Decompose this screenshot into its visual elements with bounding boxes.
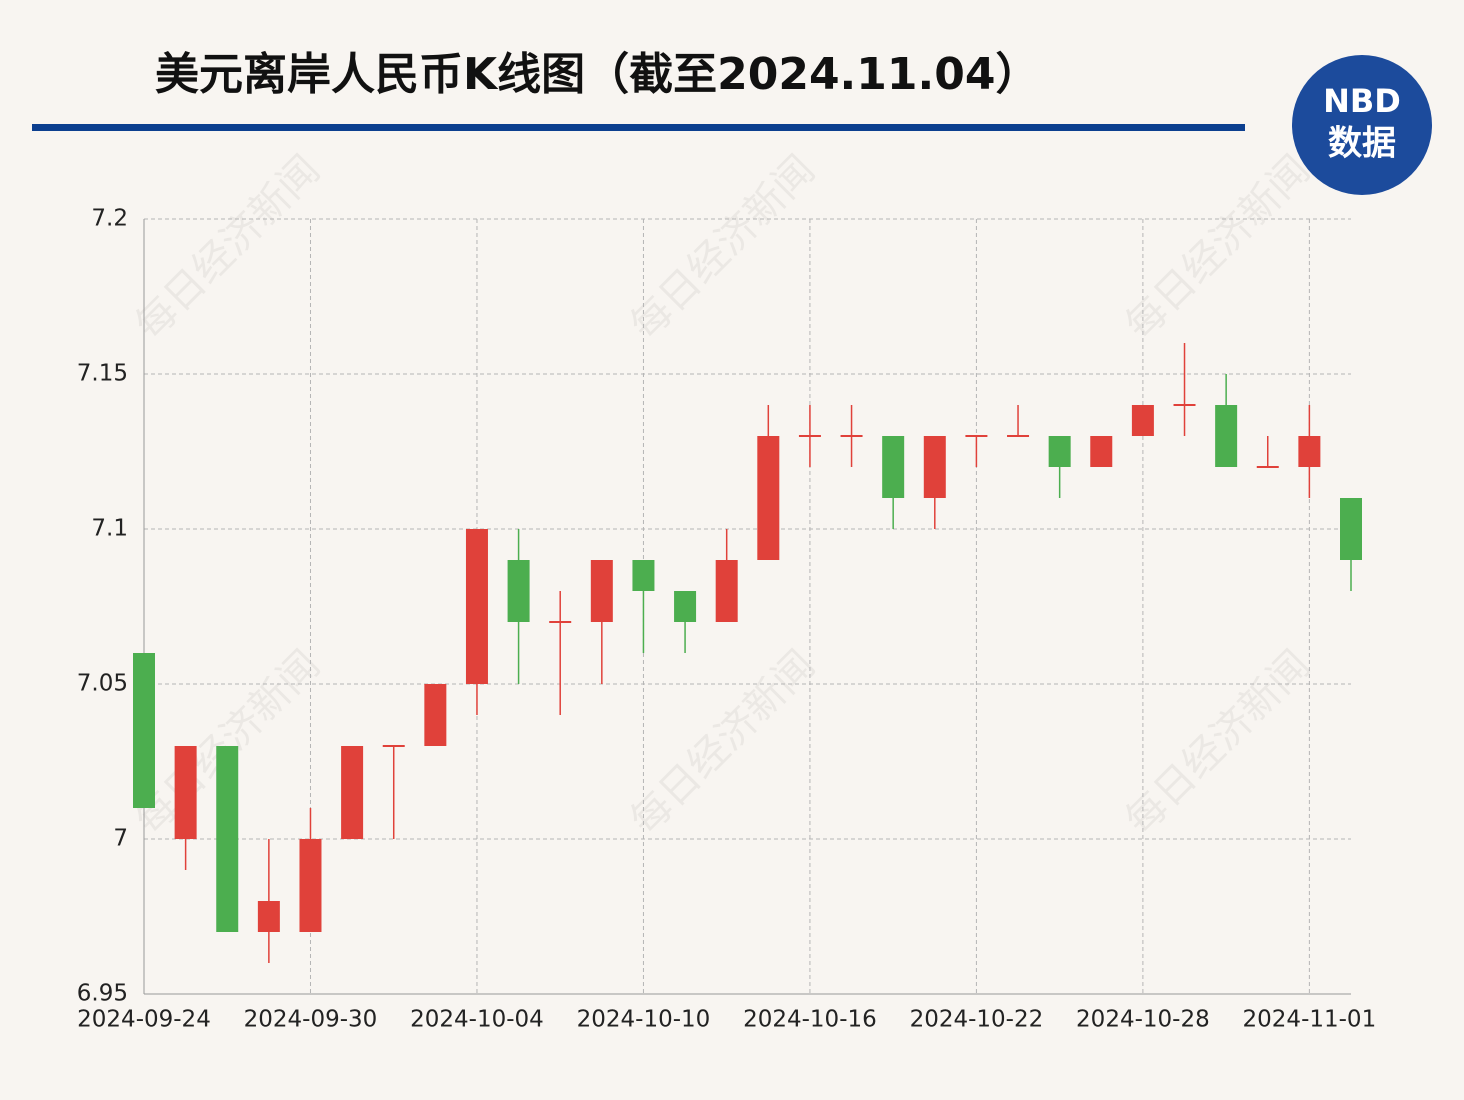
y-tick-label: 7.05 (77, 671, 128, 697)
candle-body (1340, 498, 1362, 560)
candle-body (549, 621, 572, 623)
candle-body (424, 684, 447, 746)
candle-body (1090, 436, 1113, 467)
watermark: 每日经济新闻 (622, 147, 824, 349)
candle-body (216, 746, 239, 932)
y-tick-label: 7 (113, 826, 128, 852)
candle-body (715, 560, 738, 622)
watermark: 每日经济新闻 (622, 642, 824, 844)
candle-body (632, 560, 655, 591)
candle-body (465, 529, 488, 684)
candle-body (341, 746, 364, 839)
x-tick-label: 2024-10-22 (910, 1007, 1044, 1033)
candle-body (1007, 435, 1030, 437)
title-rule (32, 124, 1245, 131)
x-tick-label: 2024-10-04 (410, 1007, 544, 1033)
candle-body (757, 436, 780, 560)
candle-body (1215, 405, 1238, 467)
candle-body (1048, 436, 1071, 467)
candle-body (965, 435, 988, 437)
watermark: 每日经济新闻 (127, 147, 329, 349)
candle-body (590, 560, 613, 622)
logo-badge (1292, 55, 1432, 195)
x-tick-label: 2024-09-30 (244, 1007, 378, 1033)
watermark: 每日经济新闻 (1117, 642, 1319, 844)
y-tick-label: 7.15 (77, 361, 128, 387)
candle-body (882, 436, 905, 498)
candle-body (382, 745, 405, 747)
y-tick-label: 6.95 (77, 981, 128, 1007)
candle-body (174, 746, 197, 839)
logo-text: NBD (1323, 82, 1401, 120)
candle-body (1256, 466, 1279, 468)
candle-body (798, 435, 821, 437)
x-tick-label: 2024-10-10 (577, 1007, 711, 1033)
x-tick-label: 2024-09-24 (77, 1007, 211, 1033)
chart-title: 美元离岸人民币K线图（截至2024.11.04） (155, 49, 1039, 100)
logo-text: 数据 (1328, 124, 1396, 164)
x-tick-label: 2024-10-16 (743, 1007, 877, 1033)
candle-body (299, 839, 322, 932)
candle-body (1173, 404, 1196, 406)
y-tick-label: 7.1 (91, 516, 128, 542)
candle-body (840, 435, 863, 437)
candle-body (507, 560, 530, 622)
candle-body (923, 436, 946, 498)
candle-body (133, 653, 155, 808)
candle-body (257, 901, 280, 932)
x-tick-label: 2024-10-28 (1076, 1007, 1210, 1033)
candle-body (1298, 436, 1321, 467)
candle-body (1131, 405, 1154, 436)
x-tick-label: 2024-11-01 (1243, 1007, 1377, 1033)
watermark: 每日经济新闻 (1117, 147, 1319, 349)
y-tick-label: 7.2 (91, 206, 128, 232)
candle-body (674, 591, 697, 622)
